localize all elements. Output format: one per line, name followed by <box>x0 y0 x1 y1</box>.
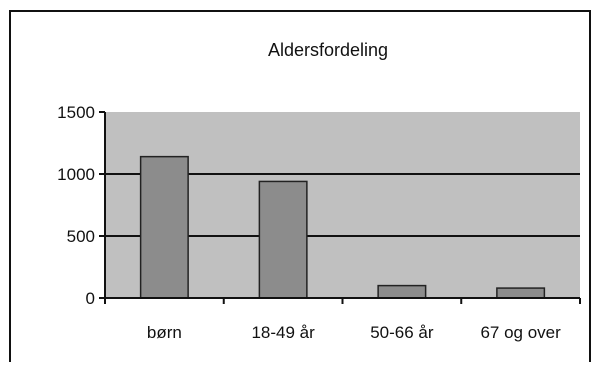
y-tick-label: 500 <box>67 227 95 246</box>
category-label: 67 og over <box>480 323 561 342</box>
bars <box>139 155 546 299</box>
category-labels: børn 18-49 år 50-66 år 67 og over <box>147 323 561 342</box>
y-tick-label: 0 <box>86 289 95 308</box>
category-label: børn <box>147 323 182 342</box>
bar-1 <box>258 180 308 299</box>
bar-0 <box>139 155 189 299</box>
category-label: 18-49 år <box>251 323 315 342</box>
y-tick-label: 1500 <box>57 103 95 122</box>
x-axis <box>104 297 581 304</box>
y-tick-label: 1000 <box>57 165 95 184</box>
category-label: 50-66 år <box>370 323 434 342</box>
bar-3 <box>496 287 546 299</box>
y-axis-ticks: 0 500 1000 1500 <box>57 103 106 308</box>
bar-2 <box>377 284 427 299</box>
chart-title: Aldersfordeling <box>268 40 388 60</box>
